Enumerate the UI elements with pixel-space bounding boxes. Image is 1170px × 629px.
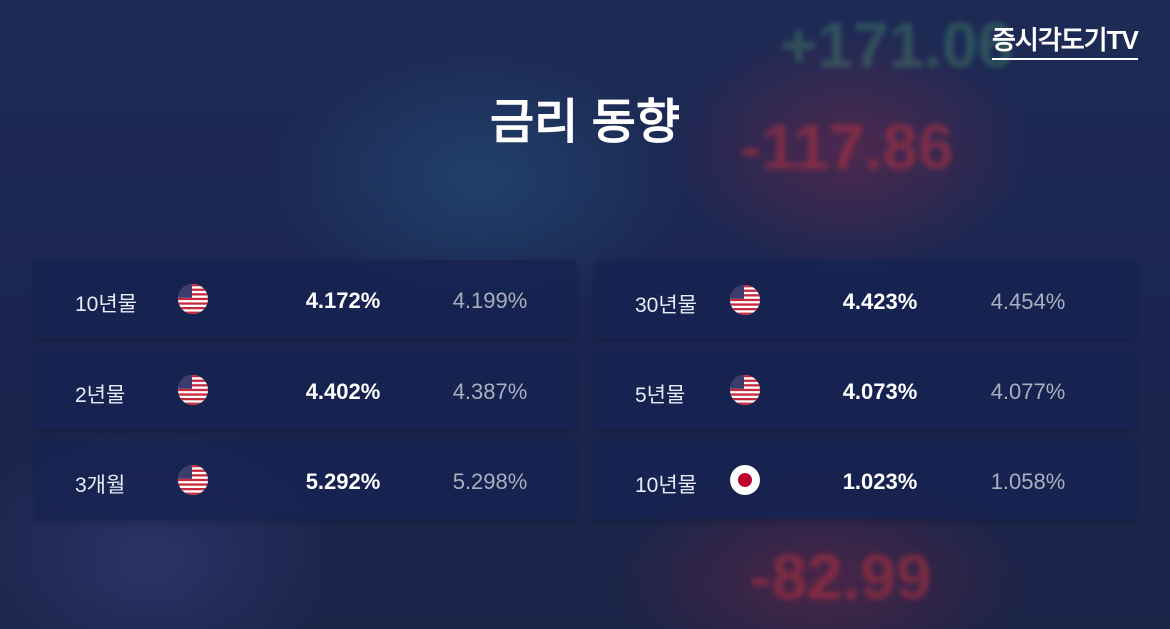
previous-rate: 4.387% (452, 379, 528, 404)
rate-row: 2년물 4.402% 4.387% (35, 351, 575, 429)
previous-rate: 5.298% (452, 469, 528, 494)
rate: 4.402% (305, 379, 381, 404)
us-flag (178, 465, 208, 495)
rate-row: 3개월 5.292% 5.298% (35, 441, 575, 519)
previous-rate: 4.454% (990, 289, 1066, 314)
title: 금리 동향 (490, 96, 680, 149)
rate: 5.292% (305, 469, 381, 494)
rate-row: 30년물 4.423% 4.454% (595, 261, 1135, 339)
previous-rate: 4.077% (990, 379, 1066, 404)
maturity: 10년물 (75, 293, 137, 316)
background-number: -117.86 (740, 111, 954, 183)
rate: 4.172% (305, 288, 381, 313)
maturity: 10년물 (635, 474, 697, 497)
maturity: 3개월 (75, 474, 126, 497)
us-flag (178, 284, 208, 314)
logo: 증시각도기TV (992, 20, 1139, 60)
previous-rate: 4.199% (452, 288, 528, 313)
rate-row: 10년물 1.023% 1.058% (595, 441, 1135, 519)
background-number: -82.99 (750, 541, 932, 613)
us-flag (730, 285, 760, 315)
rate: 4.073% (842, 379, 918, 404)
jp-flag (730, 465, 760, 495)
maturity: 5년물 (635, 384, 686, 407)
us-flag (178, 375, 208, 405)
rate: 1.023% (842, 469, 918, 494)
maturity: 30년물 (635, 294, 697, 317)
maturity: 2년물 (75, 384, 126, 407)
background-number: +171.06 (780, 9, 1014, 81)
previous-rate: 1.058% (990, 469, 1066, 494)
rate-row: 5년물 4.073% 4.077% (595, 351, 1135, 429)
us-flag (730, 375, 760, 405)
rate-row: 10년물 4.172% 4.199% (35, 260, 575, 338)
rate: 4.423% (842, 289, 918, 314)
